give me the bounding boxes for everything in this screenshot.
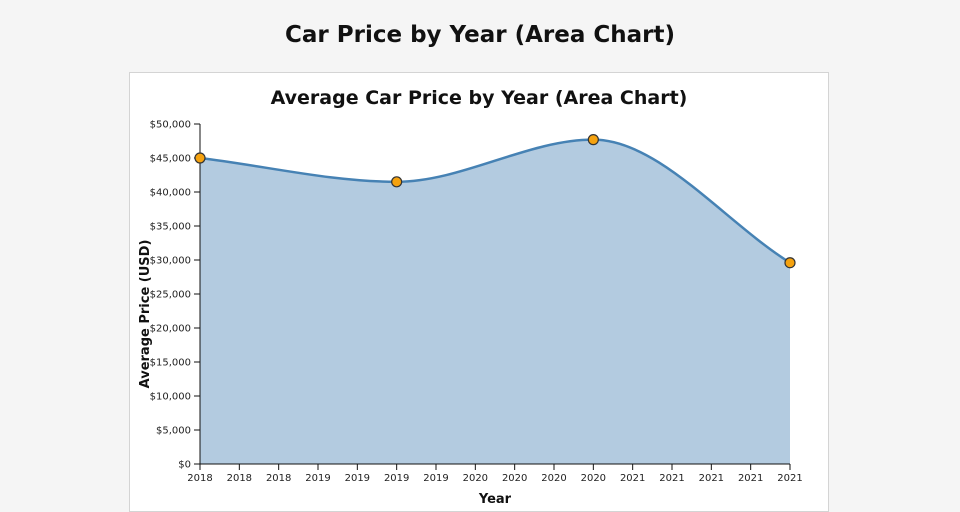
x-tick-label: 2020 xyxy=(581,473,606,484)
x-tick-label: 2021 xyxy=(620,473,645,484)
x-tick-label: 2019 xyxy=(345,473,370,484)
area-layer xyxy=(199,138,791,464)
y-tick-label: $5,000 xyxy=(156,426,191,437)
x-tick-label: 2020 xyxy=(502,473,527,484)
y-tick-label: $20,000 xyxy=(150,324,191,335)
y-axis: $0 $5,000 $10,000 $15,000 $20,000 $25,000 $30,… xyxy=(150,120,201,471)
points-layer xyxy=(194,134,796,269)
y-tick-label: $45,000 xyxy=(150,154,191,165)
page-title: Car Price by Year (Area Chart) xyxy=(285,22,675,48)
data-point xyxy=(391,176,403,188)
x-tick-label: 2018 xyxy=(266,473,291,484)
x-tick-label: 2021 xyxy=(777,473,802,484)
y-tick-label: $35,000 xyxy=(150,222,191,233)
y-tick-label: $15,000 xyxy=(150,358,191,369)
x-tick-label: 2021 xyxy=(738,473,763,484)
area-chart: Average Car Price by Year (Area Chart) $… xyxy=(138,87,803,507)
y-tick-label: $30,000 xyxy=(150,256,191,267)
x-tick-label: 2019 xyxy=(384,473,409,484)
x-axis: 2018 2018 2018 2019 2019 2019 2019 2020 2020 2020… xyxy=(187,463,803,484)
x-tick-label: 2020 xyxy=(463,473,488,484)
y-tick-label: $0 xyxy=(178,460,191,471)
x-tick-label: 2021 xyxy=(699,473,724,484)
x-tick-label: 2020 xyxy=(541,473,566,484)
x-tick-label: 2018 xyxy=(227,473,252,484)
y-tick-label: $10,000 xyxy=(150,392,191,403)
data-point xyxy=(587,134,599,146)
x-tick-label: 2021 xyxy=(659,473,684,484)
y-tick-label: $25,000 xyxy=(150,290,191,301)
y-axis-label: Average Price (USD) xyxy=(138,240,153,389)
series-line xyxy=(199,138,791,264)
data-point xyxy=(784,257,796,269)
x-tick-label: 2019 xyxy=(305,473,330,484)
chart-title: Average Car Price by Year (Area Chart) xyxy=(271,87,688,109)
x-tick-label: 2019 xyxy=(423,473,448,484)
data-point xyxy=(194,152,206,164)
area-fill xyxy=(200,139,790,464)
y-tick-label: $50,000 xyxy=(150,120,191,131)
y-tick-label: $40,000 xyxy=(150,188,191,199)
x-tick-label: 2018 xyxy=(187,473,212,484)
